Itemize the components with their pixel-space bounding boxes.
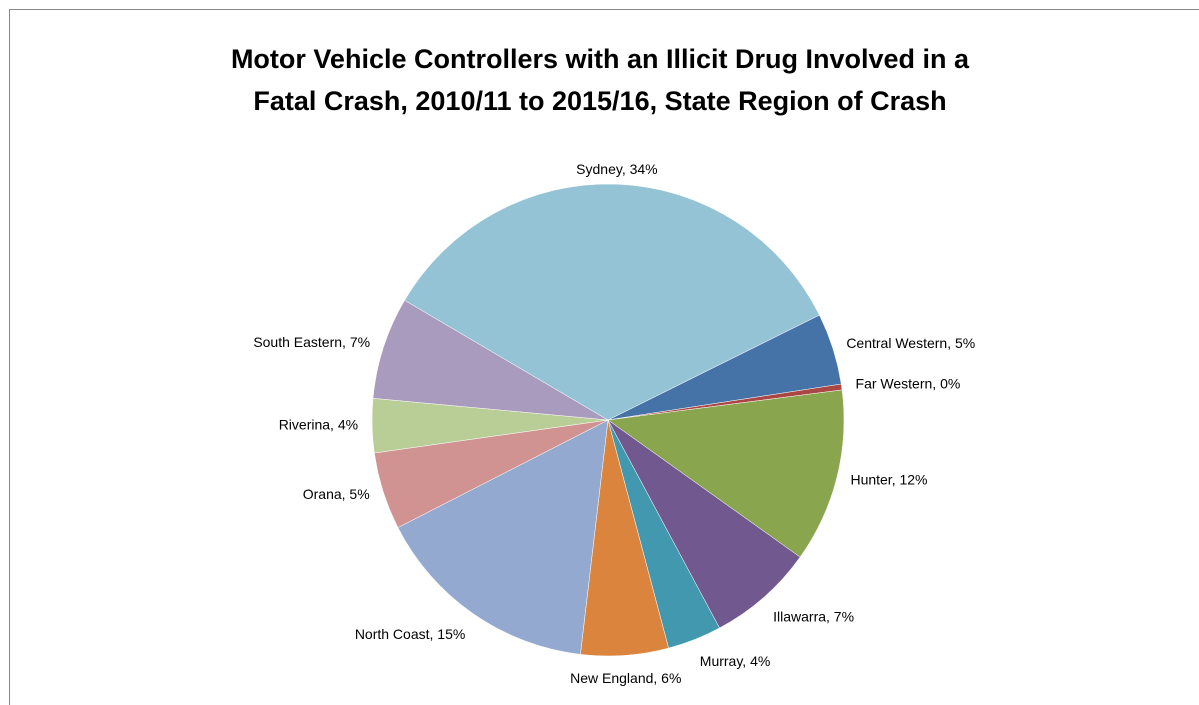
pie-slice [404, 183, 820, 421]
data-label: Illawarra, 7% [773, 608, 854, 624]
data-label: Central Western, 5% [846, 335, 975, 351]
data-label: New England, 6% [570, 670, 681, 686]
pie-slice [607, 419, 801, 629]
data-label: Orana, 5% [303, 486, 370, 502]
chart-title: Fatal Crash, 2010/11 to 2015/16, State R… [253, 86, 946, 116]
data-label: Sydney, 34% [576, 161, 657, 177]
data-label: Riverina, 4% [279, 417, 358, 433]
pie-slice [397, 419, 609, 655]
data-label: Hunter, 12% [850, 472, 927, 488]
pie-slice [372, 299, 609, 421]
chart-title: Motor Vehicle Controllers with an Illici… [231, 44, 970, 74]
pie-slice [607, 389, 845, 558]
data-label: North Coast, 15% [355, 626, 466, 642]
data-label: Murray, 4% [700, 653, 771, 669]
data-label: Far Western, 0% [856, 376, 961, 392]
data-label: South Eastern, 7% [253, 334, 370, 350]
